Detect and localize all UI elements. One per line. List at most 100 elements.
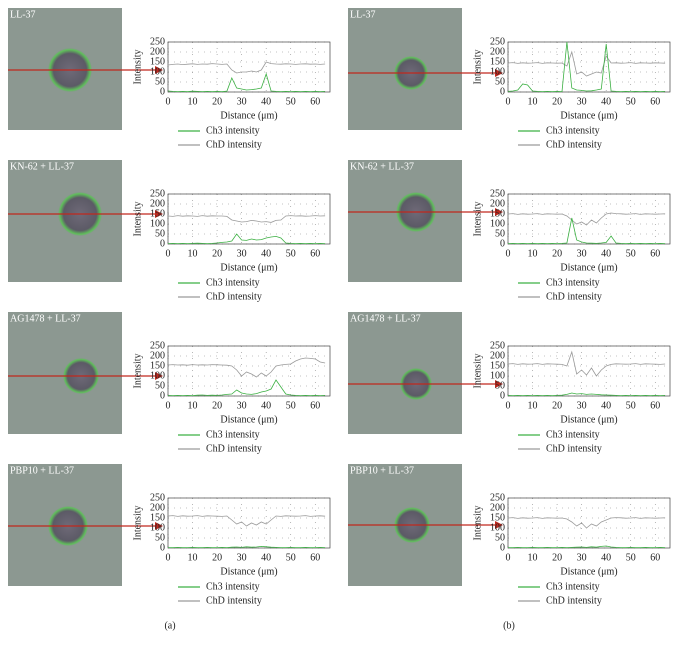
x-axis-label: Distance (μm)	[560, 262, 617, 273]
series-line	[167, 72, 326, 93]
series-line	[507, 41, 666, 93]
x-tick-label: 50	[626, 248, 636, 259]
image-label: AG1478 + LL-37	[350, 313, 421, 324]
x-axis-label: Distance (μm)	[220, 110, 277, 121]
x-tick-label: 20	[212, 248, 222, 259]
x-tick-label: 30	[237, 552, 247, 563]
x-tick-label: 60	[310, 552, 320, 563]
series-line	[167, 215, 326, 223]
arrow-head	[155, 210, 163, 218]
plot-frame	[507, 41, 671, 93]
x-tick-label: 40	[601, 400, 611, 411]
x-axis-label: Distance (μm)	[220, 414, 277, 425]
y-tick-label: 200	[490, 350, 505, 361]
image-label: KN-62 + LL-37	[350, 161, 414, 172]
series-line	[507, 212, 666, 226]
series-line	[507, 517, 666, 529]
x-axis-label: Distance (μm)	[560, 110, 617, 121]
legend-label: Ch3 intensity	[206, 429, 260, 440]
x-tick-label: 10	[188, 400, 198, 411]
x-tick-label: 0	[166, 552, 171, 563]
y-tick-label: 200	[150, 502, 165, 513]
y-tick-label: 0	[500, 390, 505, 401]
y-tick-label: 150	[490, 360, 505, 371]
y-tick-label: 100	[490, 370, 505, 381]
x-tick-label: 30	[237, 248, 247, 259]
image-label: PBP10 + LL-37	[10, 465, 74, 476]
series-line	[507, 217, 666, 245]
y-tick-label: 50	[155, 228, 165, 239]
x-tick-label: 50	[286, 552, 296, 563]
y-tick-label: 0	[160, 390, 165, 401]
y-tick-label: 100	[150, 66, 165, 77]
legend-label: Ch3 intensity	[546, 277, 600, 288]
legend-label: ChD intensity	[206, 291, 262, 302]
x-tick-label: 10	[528, 248, 538, 259]
x-tick-label: 30	[237, 96, 247, 107]
series-line	[167, 233, 326, 245]
y-tick-label: 100	[490, 66, 505, 77]
x-axis-label: Distance (μm)	[220, 566, 277, 577]
y-tick-label: 150	[490, 208, 505, 219]
y-tick-label: 250	[150, 188, 165, 199]
plot-frame	[167, 193, 331, 245]
legend-label: Ch3 intensity	[206, 277, 260, 288]
x-tick-label: 50	[626, 552, 636, 563]
x-tick-label: 20	[212, 552, 222, 563]
legend-label: ChD intensity	[546, 595, 602, 606]
y-axis-label: Intensity	[132, 50, 143, 85]
y-tick-label: 100	[150, 522, 165, 533]
x-tick-label: 30	[577, 96, 587, 107]
y-axis-label: Intensity	[132, 354, 143, 389]
x-tick-label: 40	[261, 552, 271, 563]
x-axis-label: Distance (μm)	[560, 566, 617, 577]
y-tick-label: 250	[490, 492, 505, 503]
series-line	[507, 350, 666, 377]
x-tick-label: 10	[528, 400, 538, 411]
image-label: LL-37	[10, 9, 36, 20]
legend-label: Ch3 intensity	[546, 429, 600, 440]
y-tick-label: 0	[160, 238, 165, 249]
y-tick-label: 50	[495, 380, 505, 391]
x-tick-label: 60	[310, 248, 320, 259]
series-line	[508, 545, 666, 549]
x-tick-label: 50	[626, 96, 636, 107]
x-tick-label: 60	[650, 96, 660, 107]
y-tick-label: 200	[150, 350, 165, 361]
x-tick-label: 20	[212, 96, 222, 107]
series-line	[168, 545, 326, 549]
x-tick-label: 20	[552, 96, 562, 107]
y-tick-label: 0	[500, 86, 505, 97]
y-axis-label: Intensity	[472, 506, 483, 541]
arrow-head	[495, 69, 503, 77]
x-tick-label: 60	[310, 400, 320, 411]
x-tick-label: 10	[188, 552, 198, 563]
x-tick-label: 20	[552, 400, 562, 411]
plot-frame	[167, 41, 331, 93]
legend-label: ChD intensity	[546, 443, 602, 454]
arrow-head	[155, 372, 163, 380]
y-tick-label: 200	[150, 46, 165, 57]
y-axis-label: Intensity	[472, 50, 483, 85]
y-tick-label: 250	[150, 492, 165, 503]
x-axis-label: Distance (μm)	[220, 262, 277, 273]
x-tick-label: 40	[261, 400, 271, 411]
arrow-head	[155, 66, 163, 74]
series-line	[507, 392, 666, 397]
x-tick-label: 0	[506, 400, 511, 411]
x-tick-label: 0	[166, 248, 171, 259]
x-tick-label: 60	[650, 552, 660, 563]
legend-label: ChD intensity	[546, 139, 602, 150]
arrow-head	[495, 208, 503, 216]
y-tick-label: 100	[150, 218, 165, 229]
series-line	[167, 515, 326, 527]
y-tick-label: 150	[150, 56, 165, 67]
x-tick-label: 40	[261, 248, 271, 259]
y-tick-label: 250	[490, 188, 505, 199]
y-tick-label: 200	[490, 46, 505, 57]
x-tick-label: 50	[286, 400, 296, 411]
arrow-head	[495, 380, 503, 388]
y-tick-label: 0	[160, 86, 165, 97]
y-tick-label: 50	[495, 532, 505, 543]
